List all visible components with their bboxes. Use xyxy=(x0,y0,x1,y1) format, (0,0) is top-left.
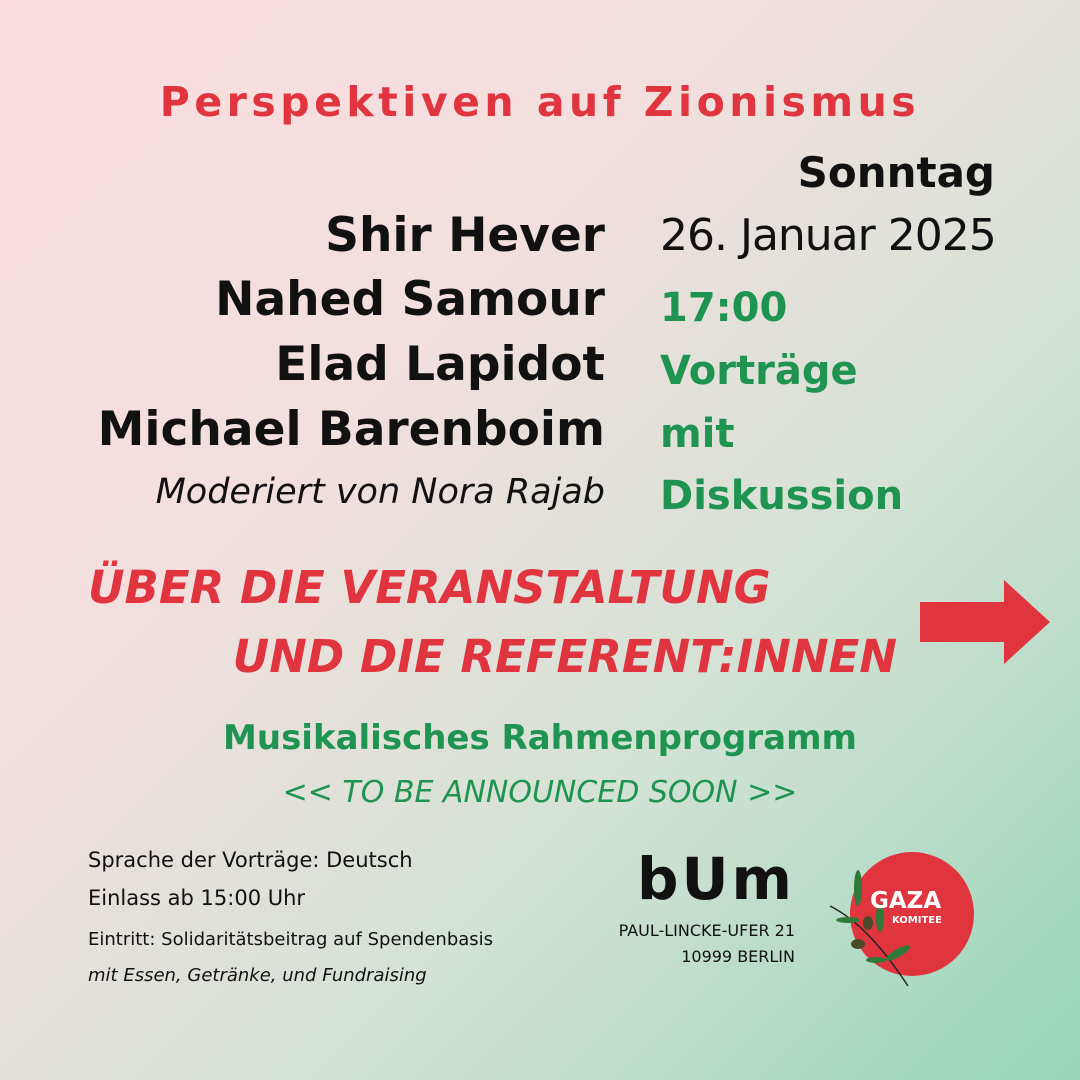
venue-city: 10999 BERLIN xyxy=(681,947,795,966)
speaker-name: Nahed Samour xyxy=(215,272,605,327)
olive-branch-icon xyxy=(829,870,911,987)
arrow-right-icon[interactable] xyxy=(918,578,1052,666)
music-title: Musikalisches Rahmenprogramm xyxy=(223,718,857,758)
logo-text-gaza: GAZA xyxy=(870,888,942,914)
speaker-name: Michael Barenboim xyxy=(97,402,605,457)
format-line: Diskussion xyxy=(660,473,904,519)
event-time: 17:00 xyxy=(660,285,788,331)
venue-street: PAUL-LINCKE-UFER 21 xyxy=(618,921,795,940)
info-food: mit Essen, Getränke, und Fundraising xyxy=(88,965,427,986)
info-entry: Eintritt: Solidaritätsbeitrag auf Spende… xyxy=(88,929,494,950)
music-note: << TO BE ANNOUNCED SOON >> xyxy=(282,775,798,810)
headline-line[interactable]: UND DIE REFERENT:INNEN xyxy=(232,630,897,683)
logo-text-komitee: KOMITEE xyxy=(892,915,942,926)
weekday: Sonntag xyxy=(797,148,995,197)
speaker-name: Shir Hever xyxy=(325,208,605,263)
info-language: Sprache der Vorträge: Deutsch xyxy=(88,848,413,872)
speaker-name: Elad Lapidot xyxy=(275,337,605,392)
event-title: Perspektiven auf Zionismus xyxy=(159,78,921,126)
venue-name: bUm xyxy=(636,845,795,913)
format-line: mit xyxy=(660,411,735,457)
event-date: 26. Januar 2025 xyxy=(660,210,997,261)
moderator: Moderiert von Nora Rajab xyxy=(155,472,605,512)
gaza-komitee-logo: GAZA KOMITEE xyxy=(828,848,978,988)
headline-line[interactable]: ÜBER DIE VERANSTALTUNG xyxy=(88,561,771,614)
info-admission: Einlass ab 15:00 Uhr xyxy=(88,886,306,910)
format-line: Vorträge xyxy=(660,348,858,394)
